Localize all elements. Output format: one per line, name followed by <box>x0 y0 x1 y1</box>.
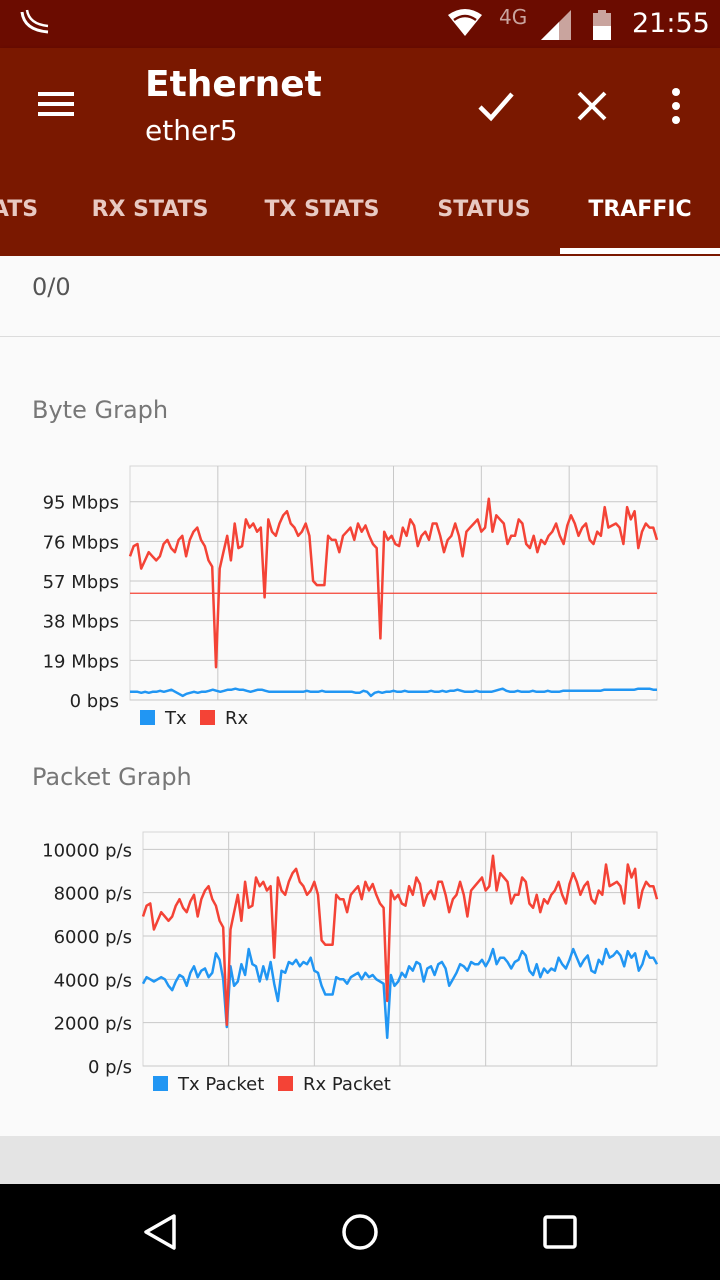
byte-graph-title: Byte Graph <box>32 396 169 424</box>
network-type: 4G <box>499 5 528 29</box>
home-icon[interactable] <box>336 1208 384 1256</box>
signal-icon <box>541 10 571 40</box>
series-line-tx <box>130 687 657 698</box>
series-line-rx <box>128 497 659 669</box>
recents-icon[interactable] <box>536 1208 584 1256</box>
legend-swatch <box>200 710 215 725</box>
page-subtitle: ether5 <box>145 114 238 147</box>
wifi-icon <box>448 9 482 36</box>
legend-label: Rx Packet <box>303 1074 391 1095</box>
legend-label: Tx <box>164 708 187 729</box>
errors-label: TX/RX Errors <box>32 262 196 264</box>
nav-bar <box>0 1184 720 1280</box>
y-tick-label: 6000 p/s <box>54 927 132 948</box>
legend-swatch <box>140 710 155 725</box>
y-tick-label: 0 bps <box>70 691 119 712</box>
y-tick-label: 4000 p/s <box>54 970 132 991</box>
series-line-rx-packet <box>141 854 659 1027</box>
battery-icon <box>593 10 611 40</box>
page-title: Ethernet <box>145 64 322 105</box>
legend-label: Rx <box>225 708 249 729</box>
tab-bar: ATS RX STATS TX STATS STATUS TRAFFIC <box>0 184 720 256</box>
more-vert-icon[interactable] <box>652 82 700 130</box>
back-icon[interactable] <box>136 1208 184 1256</box>
y-tick-label: 10000 p/s <box>42 840 132 861</box>
y-tick-label: 95 Mbps <box>43 493 119 514</box>
y-tick-label: 19 Mbps <box>43 651 119 672</box>
check-icon[interactable] <box>472 82 520 130</box>
legend-label: Tx Packet <box>177 1074 264 1095</box>
close-icon[interactable] <box>568 82 616 130</box>
y-tick-label: 38 Mbps <box>43 612 119 633</box>
traffic-content: TX/RX Errors 0/0 Byte Graph 0 bps 19 Mbps… <box>0 256 720 1136</box>
y-tick-label: 8000 p/s <box>54 884 132 905</box>
clock: 21:55 <box>632 8 710 39</box>
y-tick-label: 76 Mbps <box>43 532 119 553</box>
status-bar: 4G 21:55 <box>0 0 720 48</box>
tab-indicator <box>560 248 720 254</box>
y-tick-label: 57 Mbps <box>43 572 119 593</box>
errors-value: 0/0 <box>32 273 71 301</box>
tab-tx-stats[interactable]: TX STATS <box>264 197 380 222</box>
tab-ats[interactable]: ATS <box>0 197 39 222</box>
legend-swatch <box>153 1076 168 1091</box>
tab-rx-stats[interactable]: RX STATS <box>91 197 209 222</box>
tab-traffic[interactable]: TRAFFIC <box>588 197 692 222</box>
packet-graph-chart: 0 p/s 2000 p/s 4000 p/s 6000 p/s 8000 p/s 100… <box>42 831 659 1095</box>
tab-status[interactable]: STATUS <box>437 197 531 222</box>
y-tick-label: 0 p/s <box>88 1057 132 1078</box>
app-bar: Ethernet ether5 ATS RX STATS TX STATS ST… <box>0 48 720 256</box>
packet-graph-title: Packet Graph <box>32 763 192 791</box>
bottom-strip <box>0 1136 720 1184</box>
y-tick-label: 2000 p/s <box>54 1014 132 1035</box>
legend-swatch <box>278 1076 293 1091</box>
divider <box>0 336 720 337</box>
menu-icon[interactable] <box>32 86 80 122</box>
byte-graph-chart: 0 bps 19 Mbps 38 Mbps 57 Mbps 76 Mbps 95 Mbps… <box>43 465 659 729</box>
app-logo-icon <box>20 9 49 34</box>
